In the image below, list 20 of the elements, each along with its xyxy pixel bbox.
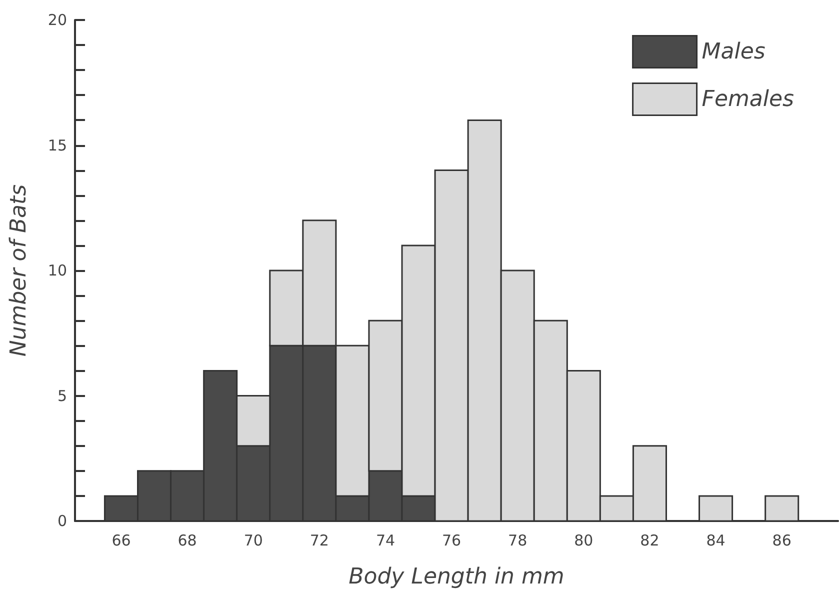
x-tick-label: 80	[574, 532, 594, 550]
y-tick-label: 20	[48, 11, 67, 29]
x-axis-title: Body Length in mm	[348, 564, 564, 590]
y-axis-title: Number of Bats	[6, 184, 32, 357]
x-tick-label: 72	[310, 532, 329, 550]
x-tick-label: 68	[178, 532, 197, 550]
legend-label: Females	[702, 86, 794, 112]
y-tick-label: 15	[48, 136, 67, 154]
x-tick-label: 74	[376, 532, 396, 550]
legend-label: Males	[702, 39, 766, 64]
x-tick-label: 70	[244, 532, 263, 550]
x-tick-label: 66	[112, 532, 131, 550]
x-tick-label: 84	[706, 532, 726, 550]
y-tick-label: 10	[48, 262, 67, 280]
y-tick-label: 5	[57, 386, 67, 405]
y-tick-label: 0	[57, 512, 67, 530]
x-tick-label: 86	[772, 532, 792, 550]
x-tick-label: 82	[640, 532, 660, 550]
x-tick-label: 76	[442, 532, 462, 550]
x-tick-label: 78	[508, 532, 528, 550]
